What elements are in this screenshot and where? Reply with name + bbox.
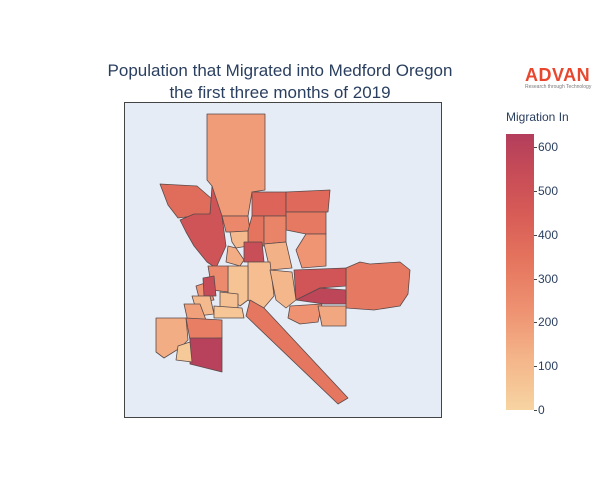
colorbar-tick-500: 500: [533, 183, 559, 198]
region-east-mid-2[interactable]: [263, 215, 287, 245]
region-north-center-5[interactable]: [225, 245, 245, 267]
logo-tagline: Research through Technology: [525, 84, 592, 90]
logo-name: ADVAN: [525, 65, 591, 85]
region-east-mid-1[interactable]: [295, 233, 327, 269]
region-north-center-2[interactable]: [251, 191, 287, 217]
region-west-diagonal[interactable]: [179, 185, 227, 269]
region-northeast-2[interactable]: [285, 211, 327, 235]
colorbar: [506, 134, 534, 410]
colorbar-title: Migration In: [506, 110, 569, 124]
region-diagonal-strip[interactable]: [245, 299, 349, 405]
region-east-red-2[interactable]: [295, 287, 347, 305]
region-southwest-2[interactable]: [185, 317, 223, 341]
region-northeast-1[interactable]: [285, 189, 331, 213]
region-north-center-3[interactable]: [247, 215, 265, 247]
region-center-3[interactable]: [269, 269, 297, 309]
region-southwest-3[interactable]: [175, 341, 193, 363]
title-line-2: the first three months of 2019: [169, 83, 391, 102]
advan-logo: ADVAN Research through Technology: [525, 66, 595, 91]
region-east-small-1[interactable]: [287, 303, 323, 325]
colorbar-tick-0: 0: [534, 403, 545, 417]
region-east-large[interactable]: [345, 261, 411, 311]
chart-title: Population that Migrated into Medford Or…: [70, 60, 490, 104]
region-southwest-red[interactable]: [189, 337, 223, 373]
region-west-small-3[interactable]: [213, 305, 245, 319]
region-north-center-1[interactable]: [221, 215, 251, 233]
colorbar-tick-200: 200: [533, 315, 559, 330]
region-center-small-red[interactable]: [243, 241, 265, 263]
region-center-1[interactable]: [263, 241, 293, 271]
colorbar-tick-300: 300: [533, 271, 559, 286]
region-west-small-red[interactable]: [202, 275, 217, 297]
colorbar-tick-600: 600: [533, 140, 559, 155]
colorbar-tick-400: 400: [533, 227, 559, 242]
colorbar-tick-100: 100: [533, 359, 559, 374]
region-east-small-2[interactable]: [317, 305, 347, 327]
region-northwest[interactable]: [159, 183, 213, 219]
region-north-center-4[interactable]: [229, 230, 249, 249]
title-line-1: Population that Migrated into Medford Or…: [107, 61, 453, 80]
